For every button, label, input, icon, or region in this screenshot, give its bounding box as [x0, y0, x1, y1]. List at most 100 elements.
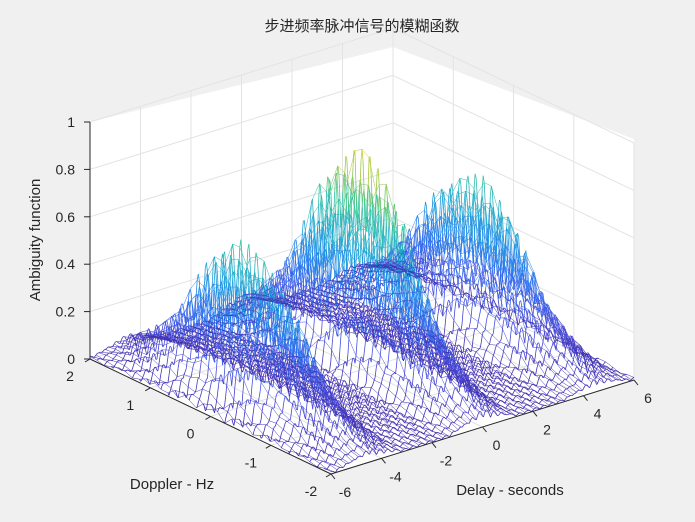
surface-segment	[162, 350, 165, 356]
surface-segment	[368, 311, 371, 315]
surface-segment	[153, 380, 156, 383]
surface-segment	[248, 342, 251, 346]
surface-segment	[161, 341, 164, 348]
surface-segment	[179, 305, 182, 314]
surface-segment	[363, 278, 366, 281]
surface-segment	[161, 325, 164, 332]
surface-segment	[123, 355, 125, 359]
surface-segment	[114, 362, 117, 365]
surface-segment	[289, 277, 292, 288]
surface-segment	[113, 342, 116, 345]
surface-segment	[118, 342, 120, 344]
surface-segment	[148, 353, 151, 361]
surface-segment	[151, 354, 154, 359]
surface-segment	[103, 355, 106, 358]
surface-segment	[370, 286, 373, 291]
surface-segment	[105, 347, 108, 350]
surface-segment	[135, 344, 137, 348]
surface-segment	[178, 339, 181, 342]
surface-segment	[339, 276, 341, 278]
surface-segment	[173, 359, 176, 365]
surface-segment	[203, 331, 206, 340]
surface-segment	[445, 286, 448, 290]
surface-segment	[143, 371, 146, 376]
surface-segment	[350, 306, 353, 310]
surface-segment	[363, 312, 366, 316]
surface-segment	[219, 351, 221, 353]
surface-segment	[142, 374, 145, 378]
surface-segment	[112, 366, 115, 369]
surface-segment	[95, 353, 98, 356]
surface-segment	[325, 288, 327, 291]
surface-segment	[381, 283, 384, 287]
surface-segment	[362, 301, 365, 304]
surface-segment	[194, 294, 197, 316]
surface-segment	[308, 313, 311, 317]
surface-segment	[168, 346, 171, 351]
surface-segment	[137, 358, 139, 362]
surface-segment	[111, 358, 114, 361]
surface-segment	[350, 270, 352, 273]
surface-segment	[128, 352, 130, 356]
surface-segment	[146, 368, 148, 371]
surface-segment	[289, 297, 292, 303]
surface-segment	[341, 304, 343, 307]
surface-segment	[112, 343, 115, 347]
surface-segment	[146, 358, 149, 363]
surface-segment	[239, 323, 241, 327]
surface-segment	[306, 304, 308, 306]
surface-segment	[254, 290, 257, 293]
surface-segment	[282, 268, 285, 284]
surface-segment	[178, 328, 181, 330]
surface-segment	[335, 321, 337, 324]
surface-segment	[278, 273, 281, 280]
surface-segment	[166, 357, 169, 365]
surface-segment	[346, 327, 348, 329]
surface-segment	[274, 278, 277, 290]
surface-segment	[284, 284, 287, 300]
surface-segment	[156, 382, 159, 385]
surface-segment	[325, 317, 327, 320]
surface-segment	[423, 278, 425, 281]
surface-segment	[333, 298, 335, 300]
surface-segment	[158, 326, 161, 331]
surface-segment	[153, 342, 156, 346]
surface-segment	[279, 292, 282, 299]
surface-segment	[337, 299, 339, 301]
surface-segment	[141, 362, 143, 368]
surface-segment	[351, 315, 354, 318]
surface-segment	[372, 284, 375, 287]
surface-segment	[147, 379, 150, 382]
surface-segment	[106, 346, 109, 349]
surface-segment	[284, 262, 287, 275]
surface-segment	[365, 272, 368, 276]
surface-segment	[132, 353, 134, 358]
surface-segment	[222, 341, 224, 344]
surface-segment	[382, 284, 385, 287]
surface-segment	[304, 296, 307, 300]
surface-segment	[169, 363, 172, 369]
surface-segment	[152, 343, 155, 347]
surface-segment	[138, 340, 140, 346]
surface-segment	[371, 317, 374, 321]
surface-segment	[315, 286, 318, 288]
surface-segment	[377, 291, 380, 297]
surface-segment	[372, 272, 375, 277]
surface-segment	[286, 287, 289, 299]
surface-segment	[104, 362, 107, 365]
surface-segment	[424, 278, 426, 280]
surface-segment	[139, 358, 141, 364]
surface-segment	[240, 305, 242, 308]
grid-line-z-right	[392, 27, 635, 144]
surface-segment	[131, 334, 133, 336]
surface-segment	[239, 361, 242, 365]
surface-segment	[160, 338, 163, 342]
surface-segment	[364, 268, 367, 271]
surface-segment	[171, 361, 174, 364]
surface-segment	[133, 373, 135, 376]
grid-line-z-right	[392, 169, 635, 286]
surface-segment	[180, 315, 183, 324]
surface-segment	[342, 276, 344, 280]
surface-segment	[289, 267, 292, 276]
